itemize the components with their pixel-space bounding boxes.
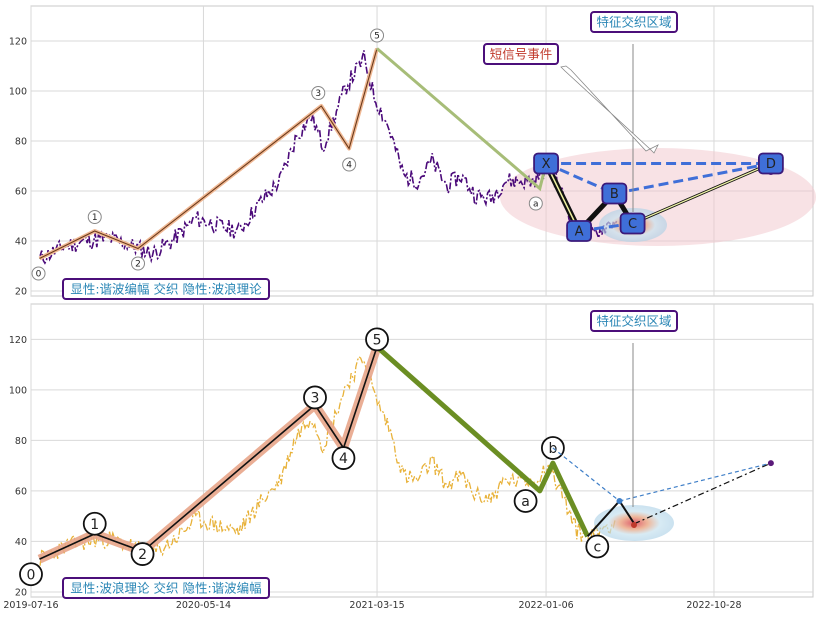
bottom-y-tick-labels: 20 40 60 80 100 120 bbox=[9, 335, 27, 599]
bottom-ratio-line bbox=[552, 447, 620, 502]
y-tick-label: 20 bbox=[15, 287, 27, 298]
top-harmonic-label: A bbox=[575, 225, 584, 240]
bottom-wave-marker bbox=[303, 385, 327, 410]
x-tick-label: 2021-03-15 bbox=[349, 600, 404, 611]
top-wave-overlay: 0 1 2 3 4 5 a bbox=[31, 28, 548, 281]
callout-arrow bbox=[560, 65, 659, 154]
bottom-wave-label: c bbox=[593, 539, 601, 555]
top-harmonic-marker bbox=[533, 152, 559, 175]
top-wave-line bbox=[39, 48, 378, 259]
callout-box-frame bbox=[483, 43, 559, 65]
bottom-d-dot bbox=[767, 460, 774, 467]
bottom-center-dot bbox=[631, 522, 637, 528]
top-wave-label: 3 bbox=[315, 89, 321, 99]
bottom-wave-marker bbox=[130, 542, 155, 566]
y-tick-label: 80 bbox=[15, 137, 27, 148]
top-harmonic-marker bbox=[757, 152, 784, 175]
bottom-wave-label: a bbox=[521, 494, 530, 510]
bottom-wave-label: 0 bbox=[27, 567, 36, 583]
bottom-wave-label: 3 bbox=[311, 390, 320, 406]
bottom-legend-box-text: 显性:波浪理论 交织 隐性:谐波编幅 bbox=[70, 581, 261, 596]
top-harmonic-marker bbox=[601, 182, 628, 205]
bottom-wave-line bbox=[39, 346, 378, 560]
top-harmonic-label: C bbox=[628, 217, 637, 232]
bottom-wave-label: 4 bbox=[339, 451, 348, 467]
y-tick-label: 40 bbox=[15, 237, 27, 248]
bottom-legend-box-frame bbox=[62, 577, 270, 599]
top-harmonic-marker bbox=[619, 212, 646, 235]
x-tick-label: 2022-10-28 bbox=[686, 600, 741, 611]
top-leg-xa-inner bbox=[545, 163, 580, 232]
bottom-wave-label: 5 bbox=[373, 332, 382, 348]
bottom-plot-area bbox=[30, 303, 814, 598]
y-tick-label: 120 bbox=[9, 335, 27, 346]
top-wave-label: 4 bbox=[346, 161, 352, 171]
bottom-zone-box-text: 特征交织区域 bbox=[596, 314, 671, 329]
top-wave-label: 2 bbox=[135, 260, 141, 270]
y-tick-label: 60 bbox=[15, 486, 27, 497]
bottom-ratio-line bbox=[619, 462, 772, 502]
top-wave-label: 1 bbox=[92, 213, 98, 223]
bottom-wave-label: 1 bbox=[90, 517, 99, 533]
bottom-wave-overlay: 0 1 2 3 4 5 a b c bbox=[19, 327, 610, 587]
bottom-gridlines bbox=[30, 304, 813, 597]
bottom-wave-marker bbox=[331, 446, 356, 470]
y-tick-label: 60 bbox=[15, 187, 27, 198]
y-tick-label: 100 bbox=[9, 87, 27, 98]
y-tick-label: 100 bbox=[9, 385, 27, 396]
bottom-wave-marker bbox=[365, 327, 389, 352]
bottom-b-dot bbox=[616, 498, 623, 505]
x-tick-label: 2019-07-16 bbox=[3, 600, 58, 611]
top-wave-marker bbox=[130, 256, 145, 271]
top-zone-box-text: 特征交织区域 bbox=[596, 15, 671, 30]
top-panel: 20 40 60 80 100 120 0 1 2 3 4 5 a X A BC D 显性:谐波编幅 交织 … bbox=[9, 5, 816, 300]
top-wave-marker bbox=[87, 210, 102, 224]
bottom-wave-marker bbox=[513, 489, 538, 513]
top-wave-marker bbox=[31, 266, 46, 281]
bottom-annotation-boxes: 显性:波浪理论 交织 隐性:谐波编幅 特征交织区域 bbox=[62, 310, 678, 599]
top-wave-marker bbox=[370, 28, 385, 43]
bottom-correction-line bbox=[375, 345, 590, 538]
top-wave-marker bbox=[528, 196, 543, 211]
top-ratio-line bbox=[614, 162, 772, 195]
bottom-wave-marker bbox=[82, 511, 107, 536]
top-wave-label: 5 bbox=[374, 32, 380, 42]
top-wave-marker bbox=[311, 86, 326, 100]
bottom-harmonic-overlay bbox=[552, 447, 774, 541]
top-harmonic-marker bbox=[566, 220, 592, 242]
y-tick-label: 120 bbox=[9, 37, 27, 48]
top-legend-box-frame bbox=[62, 278, 270, 300]
y-tick-label: 20 bbox=[15, 587, 27, 598]
top-leg-cd-inner bbox=[632, 162, 772, 225]
top-wave-label: a bbox=[533, 200, 539, 210]
top-zone-box-frame bbox=[590, 11, 678, 33]
bottom-wave-marker bbox=[19, 562, 43, 587]
top-wave-marker bbox=[342, 157, 357, 172]
callout-box-text: 短信号事件 bbox=[490, 47, 553, 62]
bottom-zone-box-frame bbox=[590, 310, 678, 332]
top-harmonic-label: D bbox=[766, 157, 776, 172]
y-tick-label: 40 bbox=[15, 537, 27, 548]
y-tick-label: 80 bbox=[15, 436, 27, 447]
bottom-wave-marker bbox=[585, 534, 610, 559]
x-tick-label: 2022-01-06 bbox=[518, 600, 573, 611]
top-harmonic-label: B bbox=[610, 187, 619, 202]
top-y-tick-labels: 20 40 60 80 100 120 bbox=[9, 37, 27, 298]
bottom-wave-label: b bbox=[548, 441, 557, 457]
top-legend-box-text: 显性:谐波编幅 交织 隐性:波浪理论 bbox=[70, 282, 262, 297]
top-harmonic-label: X bbox=[542, 157, 551, 172]
top-wave-label: 0 bbox=[36, 270, 42, 280]
bottom-x-tick-labels: 2019-07-16 2020-05-14 2021-03-15 2022-01-06… bbox=[3, 600, 741, 611]
top-harmonic-pattern: X A BC D bbox=[533, 152, 784, 242]
bottom-projection-line bbox=[634, 462, 772, 525]
x-tick-label: 2020-05-14 bbox=[176, 600, 231, 611]
bottom-wave-label: 2 bbox=[138, 547, 147, 563]
